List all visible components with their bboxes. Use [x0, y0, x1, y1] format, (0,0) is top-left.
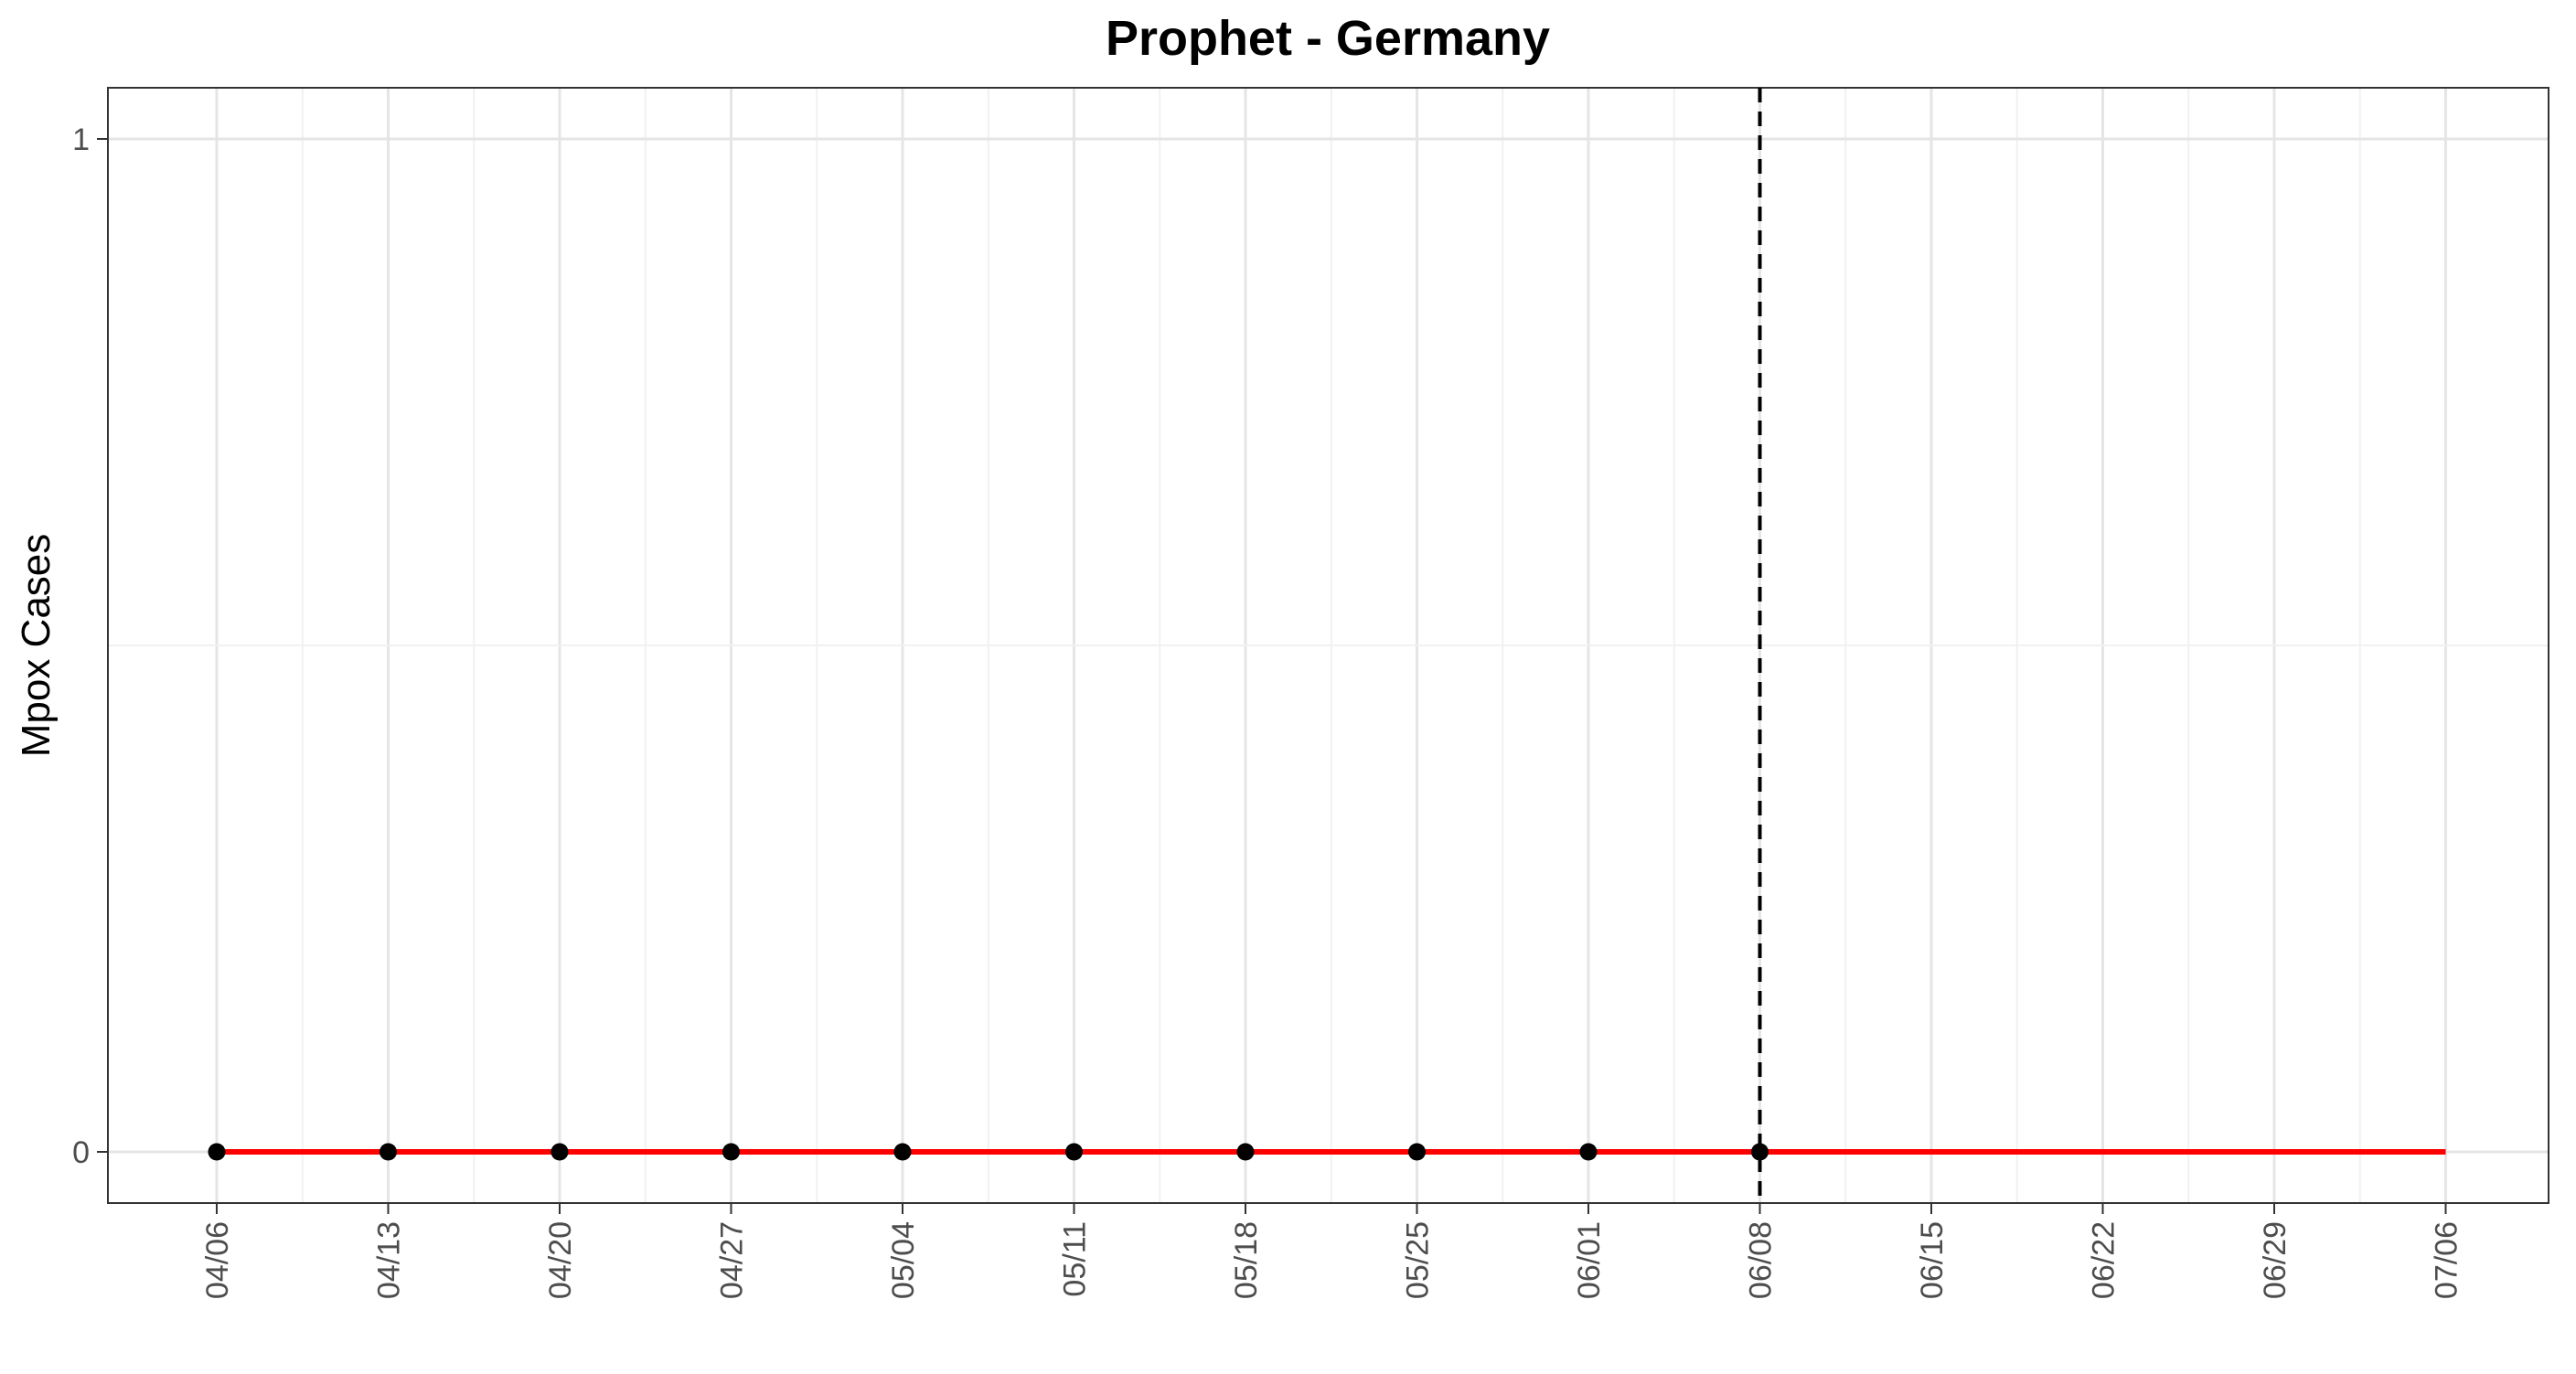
- x-tick-label: 05/25: [1401, 1221, 1436, 1299]
- axis-ticks: 04/06 04/13 04/20 04/27 05/04 05/11 05/18 05/25…: [72, 122, 2464, 1299]
- x-tick-label: 05/11: [1058, 1221, 1093, 1297]
- x-tick-label: 07/06: [2430, 1221, 2464, 1299]
- x-tick-label: 06/29: [2258, 1221, 2293, 1299]
- x-tick-label: 06/08: [1744, 1221, 1779, 1299]
- observed-point: [1579, 1143, 1598, 1161]
- observed-point: [1751, 1143, 1769, 1161]
- chart-title: Prophet - Germany: [1106, 11, 1550, 66]
- grid-lines: [108, 88, 2549, 1203]
- observed-point: [1408, 1143, 1426, 1161]
- x-tick-label: 04/06: [200, 1221, 235, 1299]
- y-axis-label: Mpox Cases: [14, 534, 59, 758]
- observed-point: [722, 1143, 740, 1161]
- x-tick-label: 06/22: [2087, 1221, 2122, 1299]
- observed-point: [1065, 1143, 1083, 1161]
- observed-point: [893, 1143, 912, 1161]
- observed-point: [208, 1143, 226, 1161]
- observed-point: [550, 1143, 569, 1161]
- observed-point: [379, 1143, 397, 1161]
- x-tick-label: 04/27: [715, 1221, 750, 1299]
- observed-point: [1236, 1143, 1255, 1161]
- plot-panel: [107, 87, 2549, 1204]
- y-tick-label: 0: [72, 1135, 90, 1170]
- x-tick-label: 05/18: [1229, 1221, 1264, 1299]
- x-tick-label: 06/15: [1915, 1221, 1950, 1299]
- x-tick-label: 04/13: [372, 1221, 407, 1299]
- y-tick-label: 1: [72, 122, 90, 157]
- x-tick-label: 06/01: [1572, 1221, 1607, 1299]
- x-tick-label: 05/04: [886, 1221, 921, 1299]
- x-tick-label: 04/20: [543, 1221, 578, 1299]
- observed-series: [208, 1143, 1769, 1161]
